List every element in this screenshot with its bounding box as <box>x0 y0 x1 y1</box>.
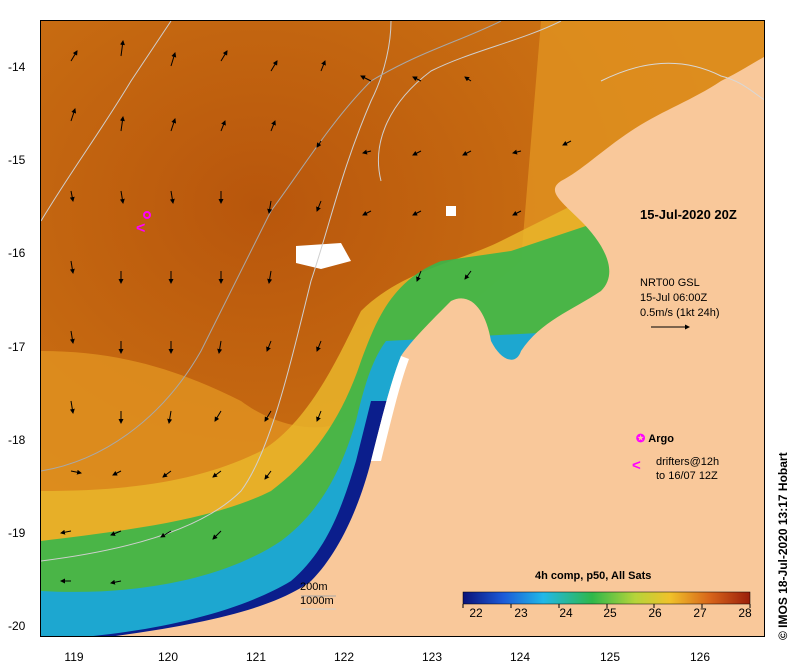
drifter-label-1: drifters@12h <box>656 456 720 468</box>
drifter-legend: < drifters@12h to 16/07 12Z <box>632 455 720 483</box>
lon-tick: 125 <box>599 650 621 664</box>
drifter-label-2: to 16/07 12Z <box>656 470 718 482</box>
lon-tick: 126 <box>689 650 711 664</box>
current-legend: NRT00 GSL 15-Jul 06:00Z 0.5m/s (1kt 24h) <box>640 276 719 321</box>
current-legend-source: NRT00 GSL <box>640 277 700 289</box>
contour-200m <box>41 21 172 222</box>
map-timestamp: 15-Jul-2020 20Z <box>640 207 737 222</box>
depth-legend: 200m 1000m <box>300 580 334 608</box>
colorbar-tick: 26 <box>648 606 662 620</box>
lat-tick: -18 <box>8 433 26 447</box>
argo-label: Argo <box>648 433 674 445</box>
drifter-marker: < <box>136 220 145 237</box>
colorbar-tick: 22 <box>469 606 483 620</box>
imos-credit: © IMOS 18-Jul-2020 13:17 Hobart <box>776 452 790 640</box>
cloud-gap <box>446 206 456 216</box>
contour-1000m <box>377 21 562 182</box>
colorbar-tick: 27 <box>693 606 707 620</box>
lon-tick: 123 <box>421 650 443 664</box>
colorbar <box>462 591 751 605</box>
depth-legend-1000m: 1000m <box>300 595 334 607</box>
lon-tick: 121 <box>245 650 267 664</box>
current-legend-time: 15-Jul 06:00Z <box>640 292 708 304</box>
current-legend-scale: 0.5m/s (1kt 24h) <box>640 307 720 319</box>
lat-tick: -14 <box>8 60 26 74</box>
lat-tick: -20 <box>8 619 26 633</box>
sst-map: < <box>40 20 765 637</box>
cloud-gap-coast <box>371 356 409 461</box>
contour-200m <box>41 21 392 562</box>
colorbar-tick: 28 <box>738 606 752 620</box>
colorbar-title: 4h comp, p50, All Sats <box>535 570 652 582</box>
lat-tick: -16 <box>8 246 26 260</box>
lat-tick: -17 <box>8 340 26 354</box>
lat-tick: -19 <box>8 526 26 540</box>
lon-tick: 124 <box>509 650 531 664</box>
cloud-gap <box>296 243 351 269</box>
argo-icon: ✪ <box>636 433 646 445</box>
colorbar-tick: 23 <box>514 606 528 620</box>
lon-tick: 122 <box>333 650 355 664</box>
colorbar-tick-marks <box>462 604 751 608</box>
land-mass <box>115 57 764 636</box>
lat-tick: -15 <box>8 153 26 167</box>
colorbar-tick: 25 <box>603 606 617 620</box>
current-arrows <box>60 40 572 585</box>
lon-tick: 120 <box>157 650 179 664</box>
drifter-icon: < <box>632 457 641 474</box>
argo-marker <box>143 211 151 219</box>
argo-legend: ✪ Argo <box>636 432 674 445</box>
contour-200m <box>600 62 764 101</box>
lon-tick: 119 <box>64 650 84 664</box>
depth-legend-200m: 200m <box>300 581 328 593</box>
colorbar-tick: 24 <box>559 606 573 620</box>
